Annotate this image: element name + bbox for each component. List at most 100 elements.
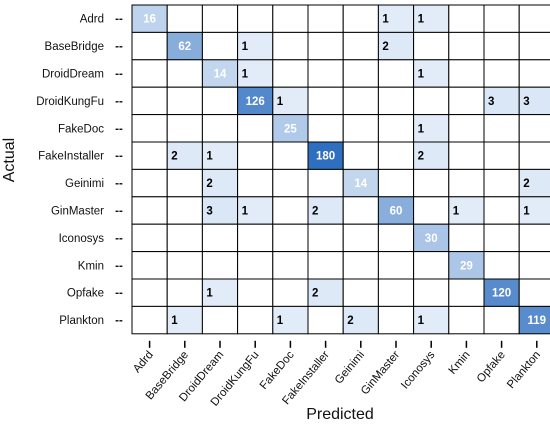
cell-geinimi-droidkungfu — [237, 168, 274, 198]
y-tick-label: Iconosys — [59, 233, 105, 245]
cell-adrd-fakeinstaller — [307, 4, 344, 33]
cell-ginmaster-iconosys — [413, 196, 450, 225]
cell-droidkungfu-droiddream — [201, 86, 239, 116]
cell-fakeinstaller-opfake — [483, 141, 520, 170]
cell-kmin-plankton — [518, 251, 550, 280]
cell-basebridge-fakedoc — [272, 31, 309, 61]
cell-plankton-droidkungfu — [237, 305, 274, 335]
cell-droiddream-plankton — [518, 59, 550, 88]
cell-opfake-geinimi — [342, 278, 379, 307]
cell-opfake-ginmaster — [377, 278, 415, 307]
cell-opfake-kmin — [448, 278, 485, 307]
cell-value: 1 — [206, 288, 213, 300]
y-axis-title: Actual — [1, 138, 18, 182]
cell-fakeinstaller-kmin — [448, 141, 485, 170]
cell-droiddream-fakeinstaller — [307, 59, 344, 88]
cell-kmin-basebridge — [166, 251, 203, 280]
cell-fakedoc-iconosys — [413, 114, 450, 143]
cell-iconosys-basebridge — [166, 223, 203, 253]
cell-fakedoc-basebridge — [166, 114, 203, 143]
y-tick-mark: -- — [115, 260, 123, 272]
cell-adrd-droidkungfu — [237, 4, 274, 33]
cell-adrd-adrd — [131, 4, 168, 33]
cell-kmin-droidkungfu — [237, 251, 274, 280]
cell-plankton-opfake — [483, 305, 520, 335]
cell-fakeinstaller-ginmaster — [377, 141, 415, 170]
cell-basebridge-fakeinstaller — [307, 31, 344, 61]
cell-value: 1 — [242, 69, 249, 81]
cell-value: 2 — [312, 206, 318, 218]
cell-adrd-droiddream — [201, 4, 239, 33]
cell-basebridge-plankton — [518, 31, 550, 61]
cell-fakedoc-opfake — [483, 114, 520, 143]
cell-opfake-basebridge — [166, 278, 203, 307]
cell-fakeinstaller-adrd — [131, 141, 168, 170]
cell-plankton-kmin — [448, 305, 485, 335]
y-tick-labels: Adrd -- BaseBridge -- DroidDream -- DroidKungF… — [36, 14, 123, 327]
cell-adrd-basebridge — [166, 4, 203, 33]
y-tick-mark: -- — [115, 315, 123, 327]
cell-droidkungfu-ginmaster — [377, 86, 415, 116]
cell-value: 1 — [418, 69, 425, 81]
y-tick-label: DroidKungFu — [36, 96, 104, 108]
cell-geinimi-adrd — [131, 168, 168, 198]
cell-droidkungfu-basebridge — [166, 86, 203, 116]
cell-plankton-basebridge — [166, 305, 203, 335]
cell-value: 3 — [523, 96, 529, 108]
cell-value: 16 — [143, 14, 156, 26]
cell-iconosys-droiddream — [201, 223, 239, 253]
cell-plankton-plankton — [518, 305, 550, 335]
cell-basebridge-iconosys — [413, 31, 450, 61]
cell-kmin-opfake — [483, 251, 520, 280]
cell-ginmaster-basebridge — [166, 196, 203, 225]
cell-droidkungfu-kmin — [448, 86, 485, 116]
y-tick-label: Plankton — [59, 315, 104, 327]
cell-value: 2 — [312, 288, 318, 300]
cell-fakedoc-droidkungfu — [237, 114, 274, 143]
cell-fakedoc-ginmaster — [377, 114, 415, 143]
cell-adrd-ginmaster — [377, 4, 415, 33]
y-tick-mark: -- — [115, 206, 123, 218]
y-tick-label: Geinimi — [65, 178, 104, 190]
cell-kmin-fakeinstaller — [307, 251, 344, 280]
cell-plankton-droiddream — [201, 305, 239, 335]
cell-droiddream-fakedoc — [272, 59, 309, 88]
cell-basebridge-droiddream — [201, 31, 239, 61]
cell-ginmaster-adrd — [131, 196, 168, 225]
cell-adrd-geinimi — [342, 4, 379, 33]
cell-plankton-fakeinstaller — [307, 305, 344, 335]
matrix-cells — [131, 4, 550, 335]
cell-droiddream-ginmaster — [377, 59, 415, 88]
cell-droiddream-opfake — [483, 59, 520, 88]
x-axis-title: Predicted — [306, 406, 374, 423]
cell-droidkungfu-iconosys — [413, 86, 450, 116]
cell-opfake-adrd — [131, 278, 168, 307]
cell-fakedoc-droiddream — [201, 114, 239, 143]
x-tick-label: Adrd — [131, 349, 156, 375]
cell-kmin-iconosys — [413, 251, 450, 280]
cell-ginmaster-fakedoc — [272, 196, 309, 225]
cell-kmin-geinimi — [342, 251, 379, 280]
cell-opfake-droidkungfu — [237, 278, 274, 307]
y-tick-mark: -- — [115, 288, 123, 300]
x-tick-labels: AdrdBaseBridgeDroidDreamDroidKungFuFakeD… — [131, 340, 543, 409]
cell-fakeinstaller-droidkungfu — [237, 141, 274, 170]
y-tick-mark: -- — [115, 178, 123, 190]
cell-kmin-fakedoc — [272, 251, 309, 280]
cell-value: 3 — [488, 96, 494, 108]
cell-iconosys-geinimi — [342, 223, 379, 253]
cell-ginmaster-kmin — [448, 196, 485, 225]
cell-kmin-ginmaster — [377, 251, 415, 280]
cell-plankton-ginmaster — [377, 305, 415, 335]
cell-ginmaster-opfake — [483, 196, 520, 225]
cell-value: 1 — [206, 151, 213, 163]
y-tick-label: GinMaster — [51, 206, 104, 218]
cell-geinimi-ginmaster — [377, 168, 415, 198]
x-tick-label: Opfake — [475, 349, 508, 385]
cell-ginmaster-geinimi — [342, 196, 379, 225]
cell-value: 1 — [277, 96, 284, 108]
cell-value: 1 — [242, 41, 249, 53]
cell-plankton-geinimi — [342, 305, 379, 335]
cell-value: 2 — [382, 41, 388, 53]
y-tick-mark: -- — [115, 69, 123, 81]
